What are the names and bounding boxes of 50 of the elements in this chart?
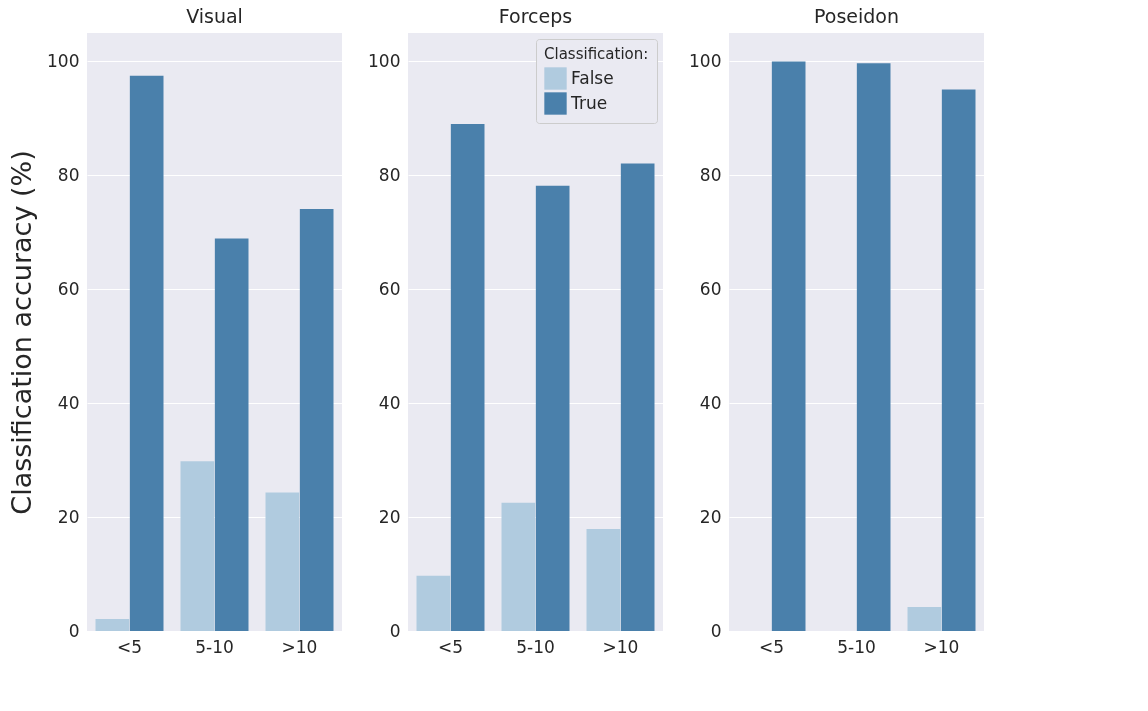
x-tick-label: >10 — [602, 636, 639, 657]
x-tick-label: <5 — [758, 636, 785, 657]
legend-label: True — [570, 92, 608, 113]
y-tick-label: 0 — [389, 620, 401, 641]
y-tick-label: 100 — [47, 50, 80, 71]
y-tick-label: 40 — [378, 392, 401, 413]
x-tick-label: <5 — [116, 636, 143, 657]
y-tick-label: 0 — [710, 620, 722, 641]
chart-title: Visual — [186, 5, 243, 27]
x-tick-label: 5-10 — [516, 636, 555, 657]
y-tick-label: 80 — [57, 164, 80, 185]
y-tick-label: 60 — [699, 278, 722, 299]
bar — [265, 492, 300, 631]
bar — [95, 619, 130, 631]
y-tick-label: 20 — [699, 506, 722, 527]
bar — [941, 89, 976, 631]
bar — [535, 185, 570, 631]
y-tick-label: 100 — [689, 50, 722, 71]
y-tick-label: 60 — [57, 278, 80, 299]
y-axis-title: Classification accuracy (%) — [6, 150, 38, 515]
y-tick-label: 20 — [378, 506, 401, 527]
bar — [501, 502, 536, 631]
chart-title: Forceps — [498, 5, 573, 27]
bar — [416, 575, 451, 631]
x-tick-label: >10 — [923, 636, 960, 657]
bar — [450, 124, 485, 631]
y-tick-label: 0 — [68, 620, 80, 641]
bar — [856, 63, 891, 631]
legend-title: Classification: — [544, 45, 649, 63]
bar — [586, 529, 621, 631]
x-tick-label: 5-10 — [195, 636, 234, 657]
bar — [620, 163, 655, 631]
y-tick-label: 40 — [57, 392, 80, 413]
x-tick-label: >10 — [281, 636, 318, 657]
y-tick-label: 20 — [57, 506, 80, 527]
legend-label: False — [571, 67, 614, 88]
chart-title: Poseidon — [814, 5, 899, 27]
bar — [907, 607, 942, 631]
bar — [180, 461, 215, 631]
x-tick-label: <5 — [437, 636, 464, 657]
y-tick-label: 80 — [699, 164, 722, 185]
y-tick-label: 80 — [378, 164, 401, 185]
y-tick-label: 100 — [368, 50, 401, 71]
bar — [771, 61, 806, 631]
y-tick-label: 40 — [699, 392, 722, 413]
bar — [299, 208, 334, 631]
bar — [129, 75, 164, 631]
x-tick-label: 5-10 — [837, 636, 876, 657]
bar — [214, 238, 249, 631]
y-tick-label: 60 — [378, 278, 401, 299]
